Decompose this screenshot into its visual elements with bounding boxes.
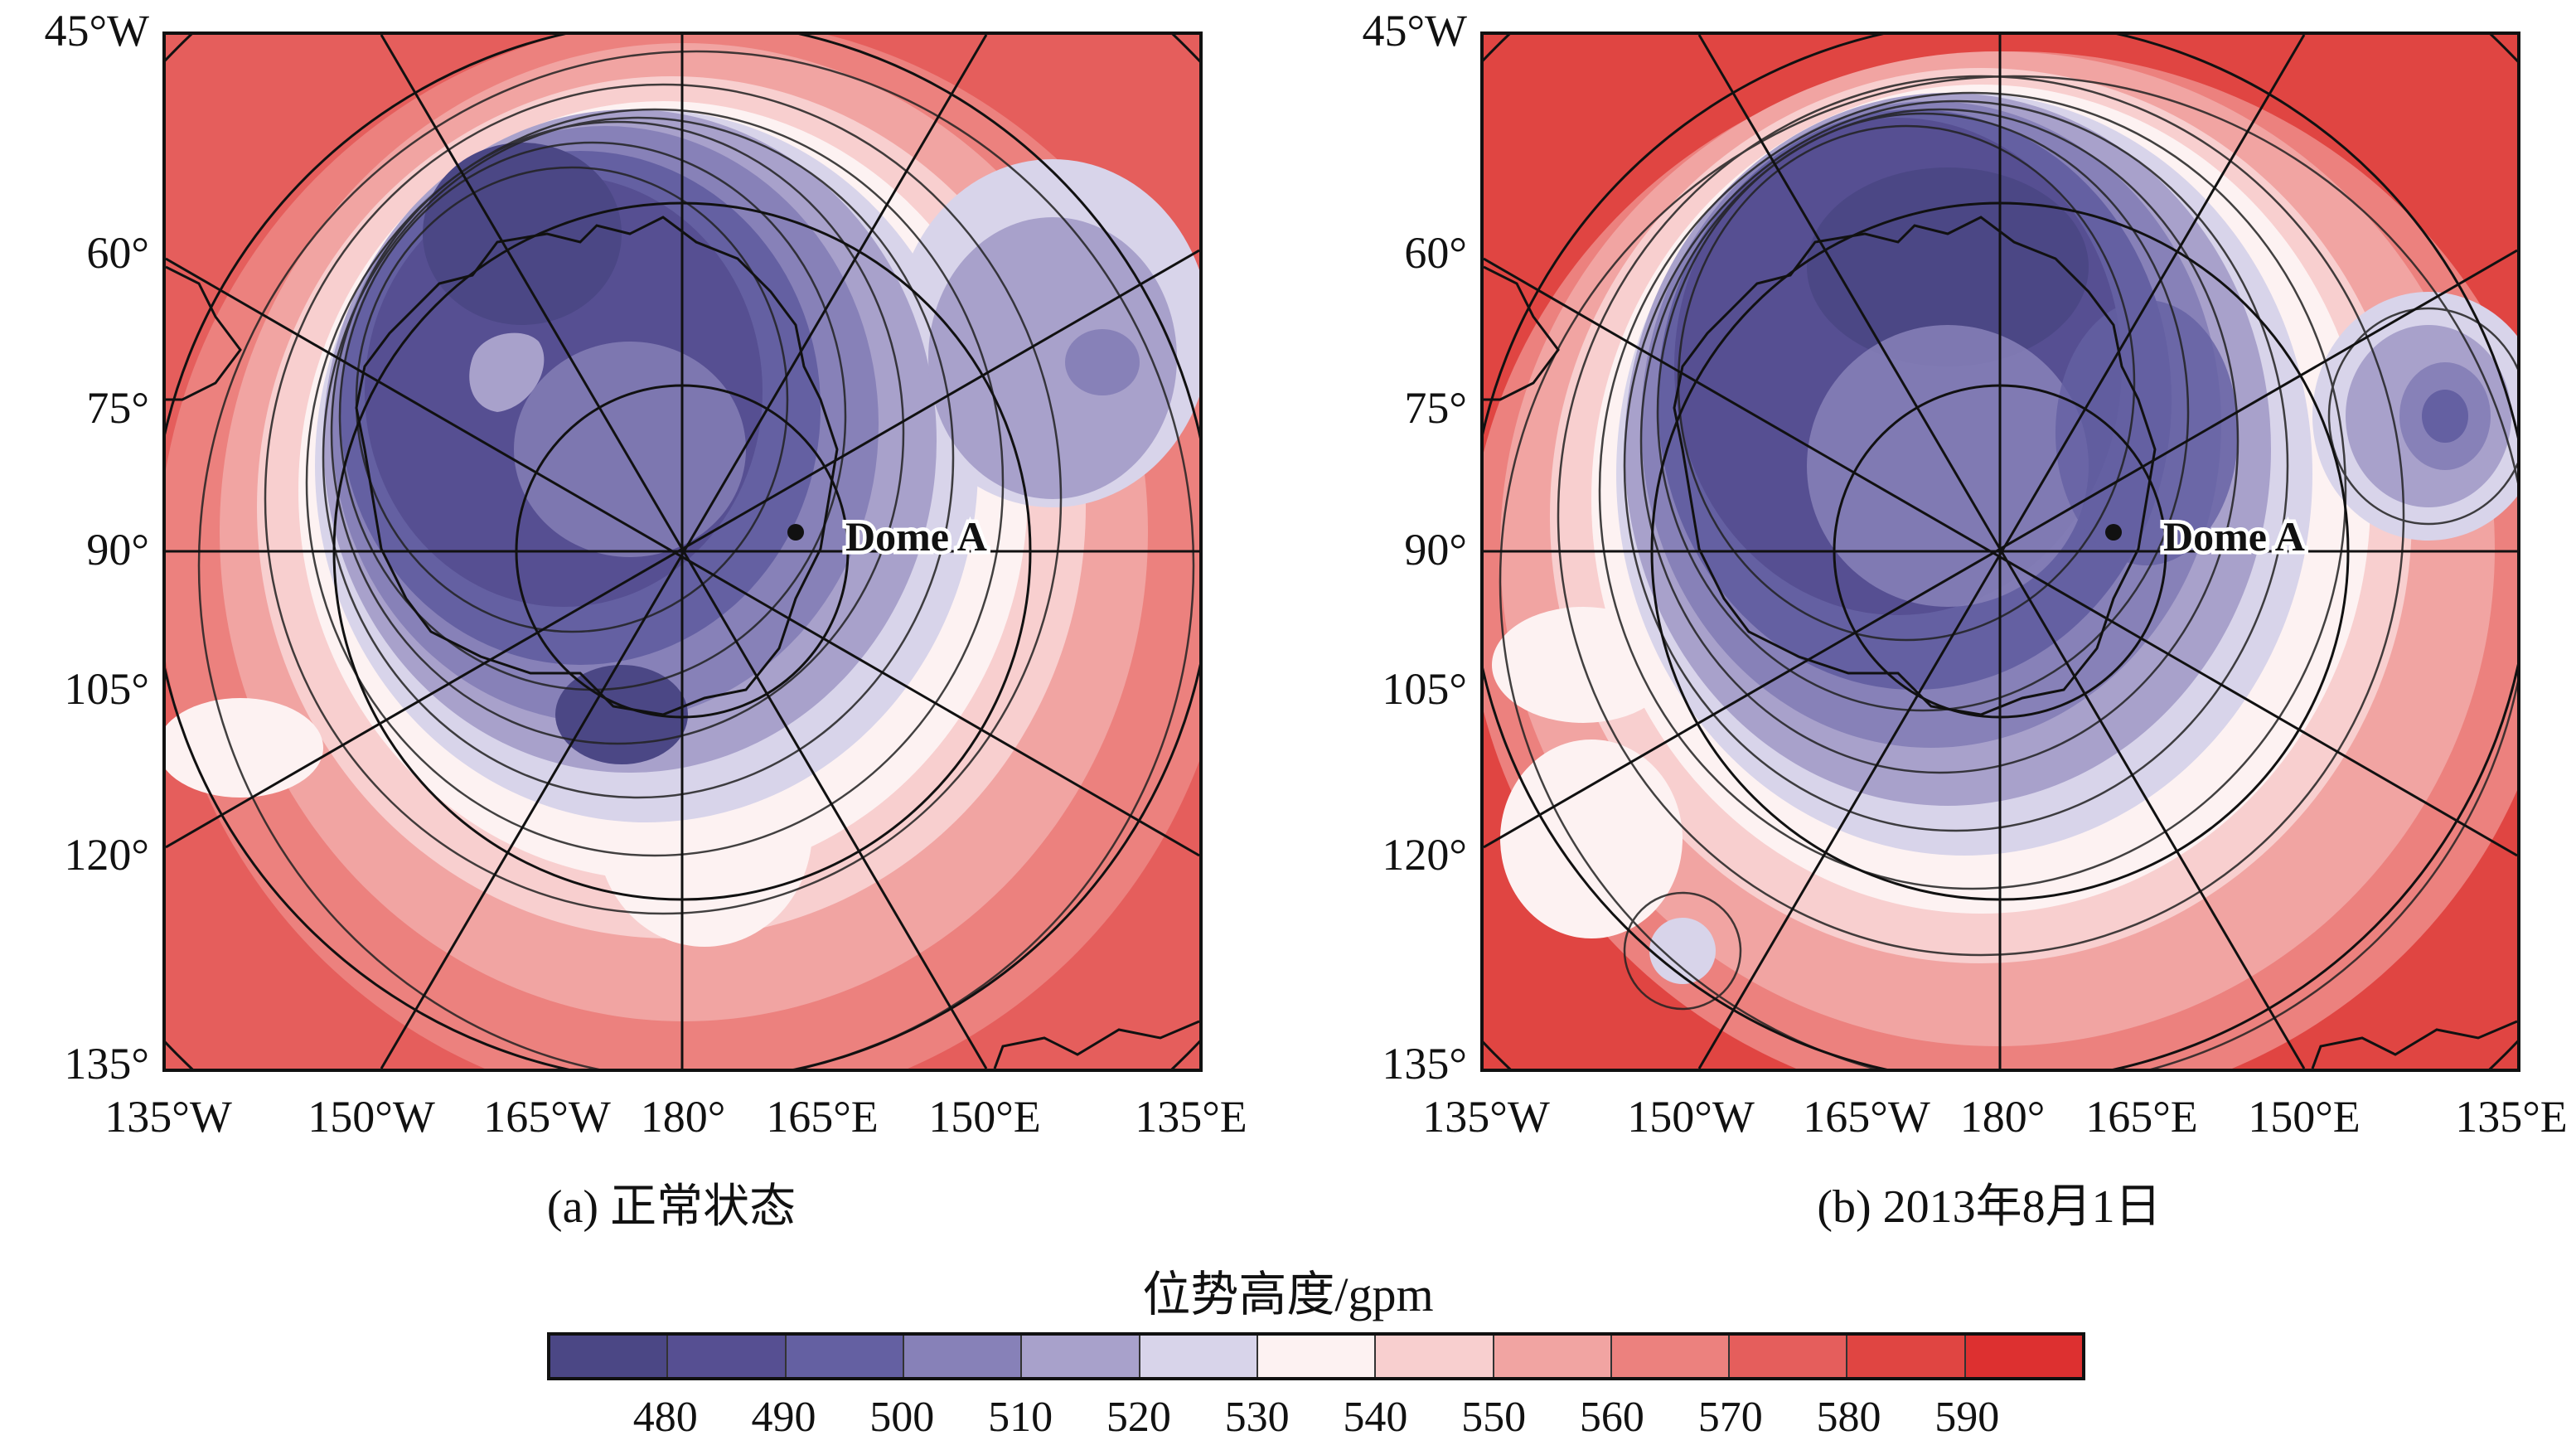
lat-label: 75°: [86, 383, 149, 433]
colorbar-swatch: [668, 1336, 787, 1377]
lon-label: 150°W: [1627, 1092, 1755, 1142]
lat-label: 45°W: [1362, 6, 1467, 56]
panel-a-caption: (a) 正常状态: [546, 1181, 797, 1233]
colorbar-tick-label: 540: [1343, 1394, 1408, 1441]
colorbar-swatch: [1965, 1336, 2083, 1377]
lon-label: 180°: [640, 1092, 726, 1142]
colorbar-swatch: [1257, 1336, 1377, 1377]
colorbar-tick-label: 530: [1224, 1394, 1290, 1441]
dome-a-label: Dome A: [2163, 513, 2305, 560]
colorbar-swatch: [550, 1336, 669, 1377]
colorbar-tick-label: 550: [1461, 1394, 1527, 1441]
colorbar-swatch: [1730, 1336, 1848, 1377]
map-panel-2013-08-01: Dome A: [1480, 32, 2520, 1072]
lat-label: 90°: [86, 525, 149, 575]
colorbar-tick-label: 570: [1697, 1394, 1763, 1441]
lon-label: 135°E: [2455, 1092, 2568, 1142]
colorbar-swatch: [1847, 1336, 1966, 1377]
lon-label: 165°E: [2085, 1092, 2198, 1142]
lat-label: 135°: [1382, 1039, 1467, 1089]
lat-label: 60°: [86, 228, 149, 278]
lat-label: 75°: [1404, 383, 1467, 433]
lat-label: 105°: [64, 664, 149, 714]
panel-b-caption: (b) 2013年8月1日: [1817, 1181, 2162, 1233]
colorbar-swatch: [903, 1336, 1023, 1377]
colorbar-swatch: [786, 1336, 904, 1377]
colorbar-tick-label: 590: [1934, 1394, 2000, 1441]
colorbar-tick-label: 490: [751, 1394, 816, 1441]
lon-label: 150°E: [928, 1092, 1041, 1142]
lat-label: 120°: [64, 830, 149, 880]
colorbar-tick-label: 510: [988, 1394, 1053, 1441]
lon-label: 150°E: [2248, 1092, 2361, 1142]
lat-label: 105°: [1382, 664, 1467, 714]
lon-label: 165°E: [766, 1092, 879, 1142]
colorbar-swatch: [1376, 1336, 1494, 1377]
colorbar-tick-label: 480: [632, 1394, 698, 1441]
colorbar-swatch: [1494, 1336, 1612, 1377]
lon-label: 150°W: [307, 1092, 435, 1142]
geopotential-height-map-2013-08-01: Dome A: [1484, 35, 2517, 1069]
lat-label: 45°W: [44, 6, 149, 56]
lon-label: 135°W: [1422, 1092, 1550, 1142]
lat-label: 90°: [1404, 525, 1467, 575]
colorbar: [547, 1332, 2085, 1380]
colorbar-tick-label: 500: [869, 1394, 935, 1441]
lon-label: 165°W: [483, 1092, 611, 1142]
colorbar-tick-label: 580: [1816, 1394, 1881, 1441]
map-panel-normal: Dome A: [162, 32, 1203, 1072]
colorbar-tick-label: 520: [1106, 1394, 1171, 1441]
lat-label: 135°: [64, 1039, 149, 1089]
dome-a-label: Dome A: [845, 513, 987, 560]
colorbar-swatch: [1611, 1336, 1731, 1377]
colorbar-title: 位势高度/gpm: [1142, 1268, 1434, 1321]
lat-label: 60°: [1404, 228, 1467, 278]
colorbar-tick-label: 560: [1579, 1394, 1644, 1441]
lon-label: 135°E: [1135, 1092, 1247, 1142]
lon-label: 165°W: [1803, 1092, 1930, 1142]
geopotential-height-map-normal: Dome A: [166, 35, 1199, 1069]
lon-label: 135°W: [104, 1092, 232, 1142]
lon-label: 180°: [1959, 1092, 2046, 1142]
colorbar-swatch: [1140, 1336, 1258, 1377]
lat-label: 120°: [1382, 830, 1467, 880]
colorbar-swatch: [1022, 1336, 1140, 1377]
